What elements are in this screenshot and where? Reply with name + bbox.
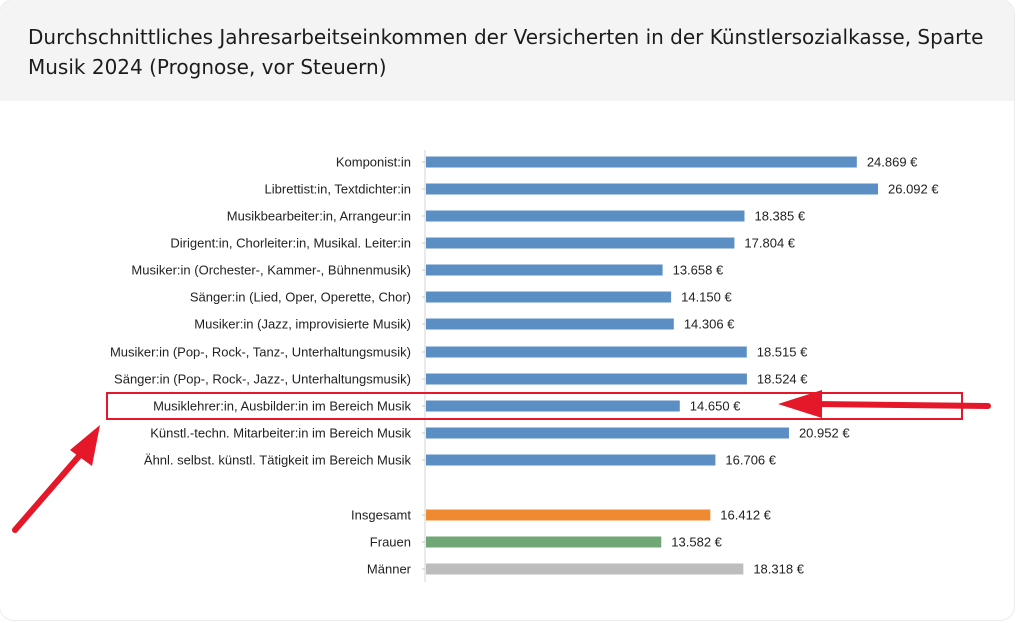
bar — [426, 318, 674, 330]
bar — [426, 237, 735, 249]
category-label: Musiker:in (Jazz, improvisierte Musik) — [194, 317, 411, 332]
category-label: Künstl.-techn. Mitarbeiter:in im Bereich… — [150, 426, 411, 441]
bar — [426, 400, 680, 412]
category-label: Sänger:in (Pop-, Rock-, Jazz-, Unterhalt… — [114, 372, 411, 387]
category-label: Männer — [367, 562, 412, 577]
value-label: 20.952 € — [799, 426, 850, 441]
right-arrow-shaft — [812, 401, 991, 409]
category-label: Musiker:in (Orchester-, Kammer-, Bühnenm… — [131, 263, 411, 278]
bar — [426, 563, 744, 575]
category-label: Komponist:in — [336, 155, 411, 170]
category-label: Ähnl. selbst. künstl. Tätigkeit im Berei… — [144, 453, 412, 468]
chart-title: Durchschnittliches Jahresarbeitseinkomme… — [28, 25, 984, 79]
bar — [426, 346, 747, 358]
value-label: 24.869 € — [867, 155, 918, 170]
category-label: Dirigent:in, Chorleiter:in, Musikal. Lei… — [170, 236, 411, 251]
left-arrow-head — [70, 425, 100, 466]
category-label: Sänger:in (Lied, Oper, Operette, Chor) — [190, 290, 411, 305]
bar — [426, 454, 716, 466]
left-arrow-shaft — [12, 452, 83, 533]
category-label: Musiklehrer:in, Ausbilder:in im Bereich … — [153, 399, 411, 414]
value-label: 17.804 € — [744, 236, 795, 251]
value-label: 18.318 € — [753, 562, 804, 577]
value-label: 14.306 € — [684, 317, 735, 332]
value-label: 13.658 € — [673, 263, 724, 278]
bar — [426, 427, 789, 439]
category-label: Insgesamt — [351, 508, 411, 523]
bar — [426, 264, 663, 276]
bar — [426, 373, 747, 385]
value-label: 18.524 € — [757, 372, 808, 387]
bar — [426, 291, 672, 303]
category-label: Musikbearbeiter:in, Arrangeur:in — [227, 209, 411, 224]
value-label: 16.412 € — [720, 508, 771, 523]
category-label: Librettist:in, Textdichter:in — [265, 182, 411, 197]
category-label: Frauen — [370, 535, 411, 550]
value-label: 18.385 € — [754, 209, 805, 224]
value-label: 13.582 € — [671, 535, 722, 550]
value-label: 16.706 € — [725, 453, 776, 468]
value-label: 26.092 € — [888, 182, 939, 197]
bar — [426, 156, 857, 168]
value-label: 14.150 € — [681, 290, 732, 305]
bar — [426, 509, 711, 521]
chart-header: Durchschnittliches Jahresarbeitseinkomme… — [0, 0, 1014, 101]
bar — [426, 536, 662, 548]
value-label: 14.650 € — [690, 399, 741, 414]
right-arrow-head — [778, 390, 822, 418]
bar — [426, 183, 878, 195]
bar — [426, 210, 745, 222]
category-label: Musiker:in (Pop-, Rock-, Tanz-, Unterhal… — [110, 345, 411, 360]
value-label: 18.515 € — [757, 345, 808, 360]
